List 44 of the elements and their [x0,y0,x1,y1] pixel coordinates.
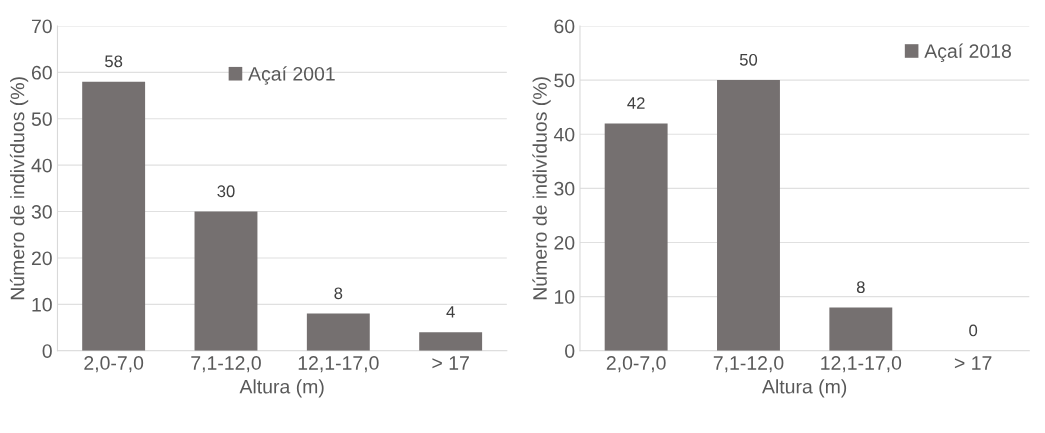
bar [419,332,483,351]
legend-label: Açaí 2001 [248,66,335,85]
y-axis-title: Número de indivíduos (%) [532,77,551,300]
x-tick-label: 12,1-17,0 [821,356,902,373]
x-tick-label: 2,0-7,0 [84,356,144,373]
x-tick-label: > 17 [432,356,469,370]
bar [194,211,258,351]
bar [82,81,146,351]
x-axis-title: Altura (m) [762,379,847,398]
y-tick-label: 30 [31,205,52,219]
x-tick-label: 2,0-7,0 [606,356,666,373]
bar [604,123,668,351]
bar [829,307,893,351]
data-label: 8 [856,281,865,294]
bar [717,80,780,351]
bar [306,313,370,351]
y-tick-label: 10 [554,290,575,304]
y-tick-label: 40 [553,127,575,142]
y-tick-label: 0 [42,344,52,358]
data-label: 42 [627,97,645,109]
data-label: 4 [446,306,455,318]
y-tick-label: 70 [31,19,52,34]
y-tick-label: 30 [554,181,575,196]
x-axis-title: Altura (m) [239,379,324,398]
y-tick-label: 20 [554,235,575,250]
y-axis-title: Número de indivíduos (%) [9,77,29,300]
legend-label: Açaí 2018 [924,43,1011,62]
data-label: 30 [217,185,235,198]
x-tick-label: 7,1-12,0 [713,356,784,373]
data-label: 58 [105,55,123,68]
y-tick-label: 0 [565,344,575,358]
y-tick-label: 50 [554,73,575,88]
x-tick-label: 7,1-12,0 [191,356,261,373]
x-tick-label: 12,1-17,0 [298,356,379,373]
y-tick-label: 50 [31,112,52,126]
y-tick-label: 20 [31,251,52,266]
y-tick-label: 60 [31,65,52,80]
y-tick-label: 10 [32,297,52,312]
y-tick-label: 40 [31,158,52,173]
data-label: 0 [969,324,978,337]
y-tick-label: 60 [554,19,575,34]
data-label: 50 [739,53,758,66]
x-tick-label: > 17 [954,356,992,370]
data-label: 8 [334,287,343,300]
